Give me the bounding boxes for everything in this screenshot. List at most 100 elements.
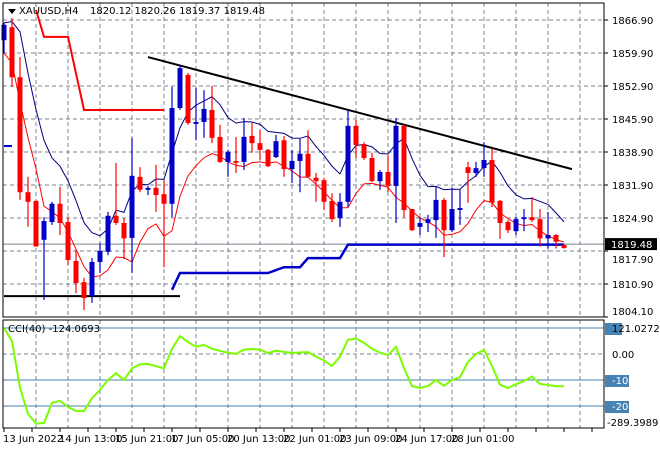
current-price-box <box>605 238 657 251</box>
upper-moving-average <box>3 20 565 237</box>
candle <box>481 142 487 177</box>
candle <box>169 86 175 218</box>
candle <box>505 220 511 234</box>
cci-axis-label: 0.00 <box>612 350 634 361</box>
candle <box>377 170 383 190</box>
price-axis-label: 1831.90 <box>612 181 653 192</box>
candle <box>97 243 103 274</box>
candle-body <box>113 215 119 223</box>
candle <box>33 200 39 247</box>
candle-body <box>121 222 127 239</box>
axes: 1866.90 1859.90 1852.90 1845.90 1838.90 1831.… <box>3 16 660 445</box>
cci-line <box>3 327 565 425</box>
price-axis-label: 1838.90 <box>612 148 653 159</box>
candle-body <box>161 194 167 204</box>
cci-level-box <box>605 401 629 413</box>
candle-body <box>73 260 79 284</box>
candle <box>233 136 239 173</box>
candle-body <box>89 261 95 297</box>
cci-axis-label: -289.3989 <box>607 418 658 429</box>
candle-body <box>369 158 375 182</box>
candle <box>329 193 335 223</box>
candle-body <box>553 235 559 242</box>
candle-body <box>449 209 455 231</box>
candle-body <box>145 187 151 190</box>
candle-body <box>177 68 183 109</box>
candle <box>425 214 431 233</box>
candle <box>89 258 95 303</box>
candle <box>241 118 247 171</box>
candle <box>153 164 159 212</box>
price-axis-label: 1859.90 <box>612 49 653 60</box>
candle <box>129 137 135 274</box>
candle <box>465 161 471 203</box>
candle <box>401 124 407 218</box>
price-axis-label: 1817.90 <box>612 255 653 266</box>
candle <box>105 211 111 256</box>
candle <box>73 249 79 294</box>
candle <box>9 18 15 87</box>
chart-header: XAUUSD,H4 1820.12 1820.26 1819.37 1819.4… <box>8 6 265 17</box>
candle-body <box>537 219 543 239</box>
candle <box>521 209 527 232</box>
candle-body <box>153 187 159 196</box>
candle-body <box>185 74 191 123</box>
candle <box>217 124 223 163</box>
candle-body <box>401 125 407 210</box>
main-pane-border <box>2 2 605 318</box>
candle <box>145 185 151 196</box>
candle-body <box>257 143 263 150</box>
candle-body <box>137 176 143 190</box>
candle-body <box>489 159 495 203</box>
candle <box>305 130 311 178</box>
candle <box>137 167 143 193</box>
candle <box>25 176 31 227</box>
price-axis-label: 1804.10 <box>612 307 653 318</box>
candle <box>313 172 319 202</box>
candle-body <box>273 141 279 158</box>
candle <box>49 201 55 225</box>
candle <box>353 120 359 159</box>
candle-body <box>97 250 103 262</box>
symbol-label: XAUUSD,H4 <box>19 6 78 17</box>
candle <box>513 217 519 236</box>
candle-body <box>353 125 359 146</box>
dropdown-triangle-icon[interactable] <box>8 9 16 14</box>
price-axis-label: 1845.90 <box>612 115 653 126</box>
candle <box>393 118 399 223</box>
candle <box>441 197 447 258</box>
candle <box>385 155 391 193</box>
candle <box>265 148 271 168</box>
candle <box>409 209 415 232</box>
candle <box>417 217 423 236</box>
candle <box>121 218 127 260</box>
candle <box>17 57 23 200</box>
candle <box>545 211 551 249</box>
candle-body <box>505 222 511 231</box>
time-axis-label: 15 Jun 21:00 <box>115 434 179 445</box>
current-price-label: 1819.48 <box>611 240 652 251</box>
candle-body <box>377 171 383 182</box>
candle <box>473 161 479 177</box>
candle-body <box>1 24 7 41</box>
candle-body <box>209 109 215 138</box>
cci-level-box <box>605 375 629 387</box>
grid <box>3 3 604 428</box>
candle <box>41 217 47 300</box>
candle-body <box>265 149 271 167</box>
candle <box>281 135 287 177</box>
cci-level-100-box <box>605 323 622 335</box>
candle-body <box>481 159 487 169</box>
candle-body <box>57 203 63 223</box>
time-axis-label: 23 Jun 09:00 <box>339 434 403 445</box>
candle <box>297 138 303 193</box>
time-axis-label: 17 Jun 05:00 <box>171 434 235 445</box>
time-axis-label: 20 Jun 13:00 <box>227 434 291 445</box>
candle-body <box>41 221 47 240</box>
candle <box>361 142 367 160</box>
candle-body <box>201 108 207 122</box>
candle-body <box>193 121 199 124</box>
candle-body <box>529 217 535 221</box>
